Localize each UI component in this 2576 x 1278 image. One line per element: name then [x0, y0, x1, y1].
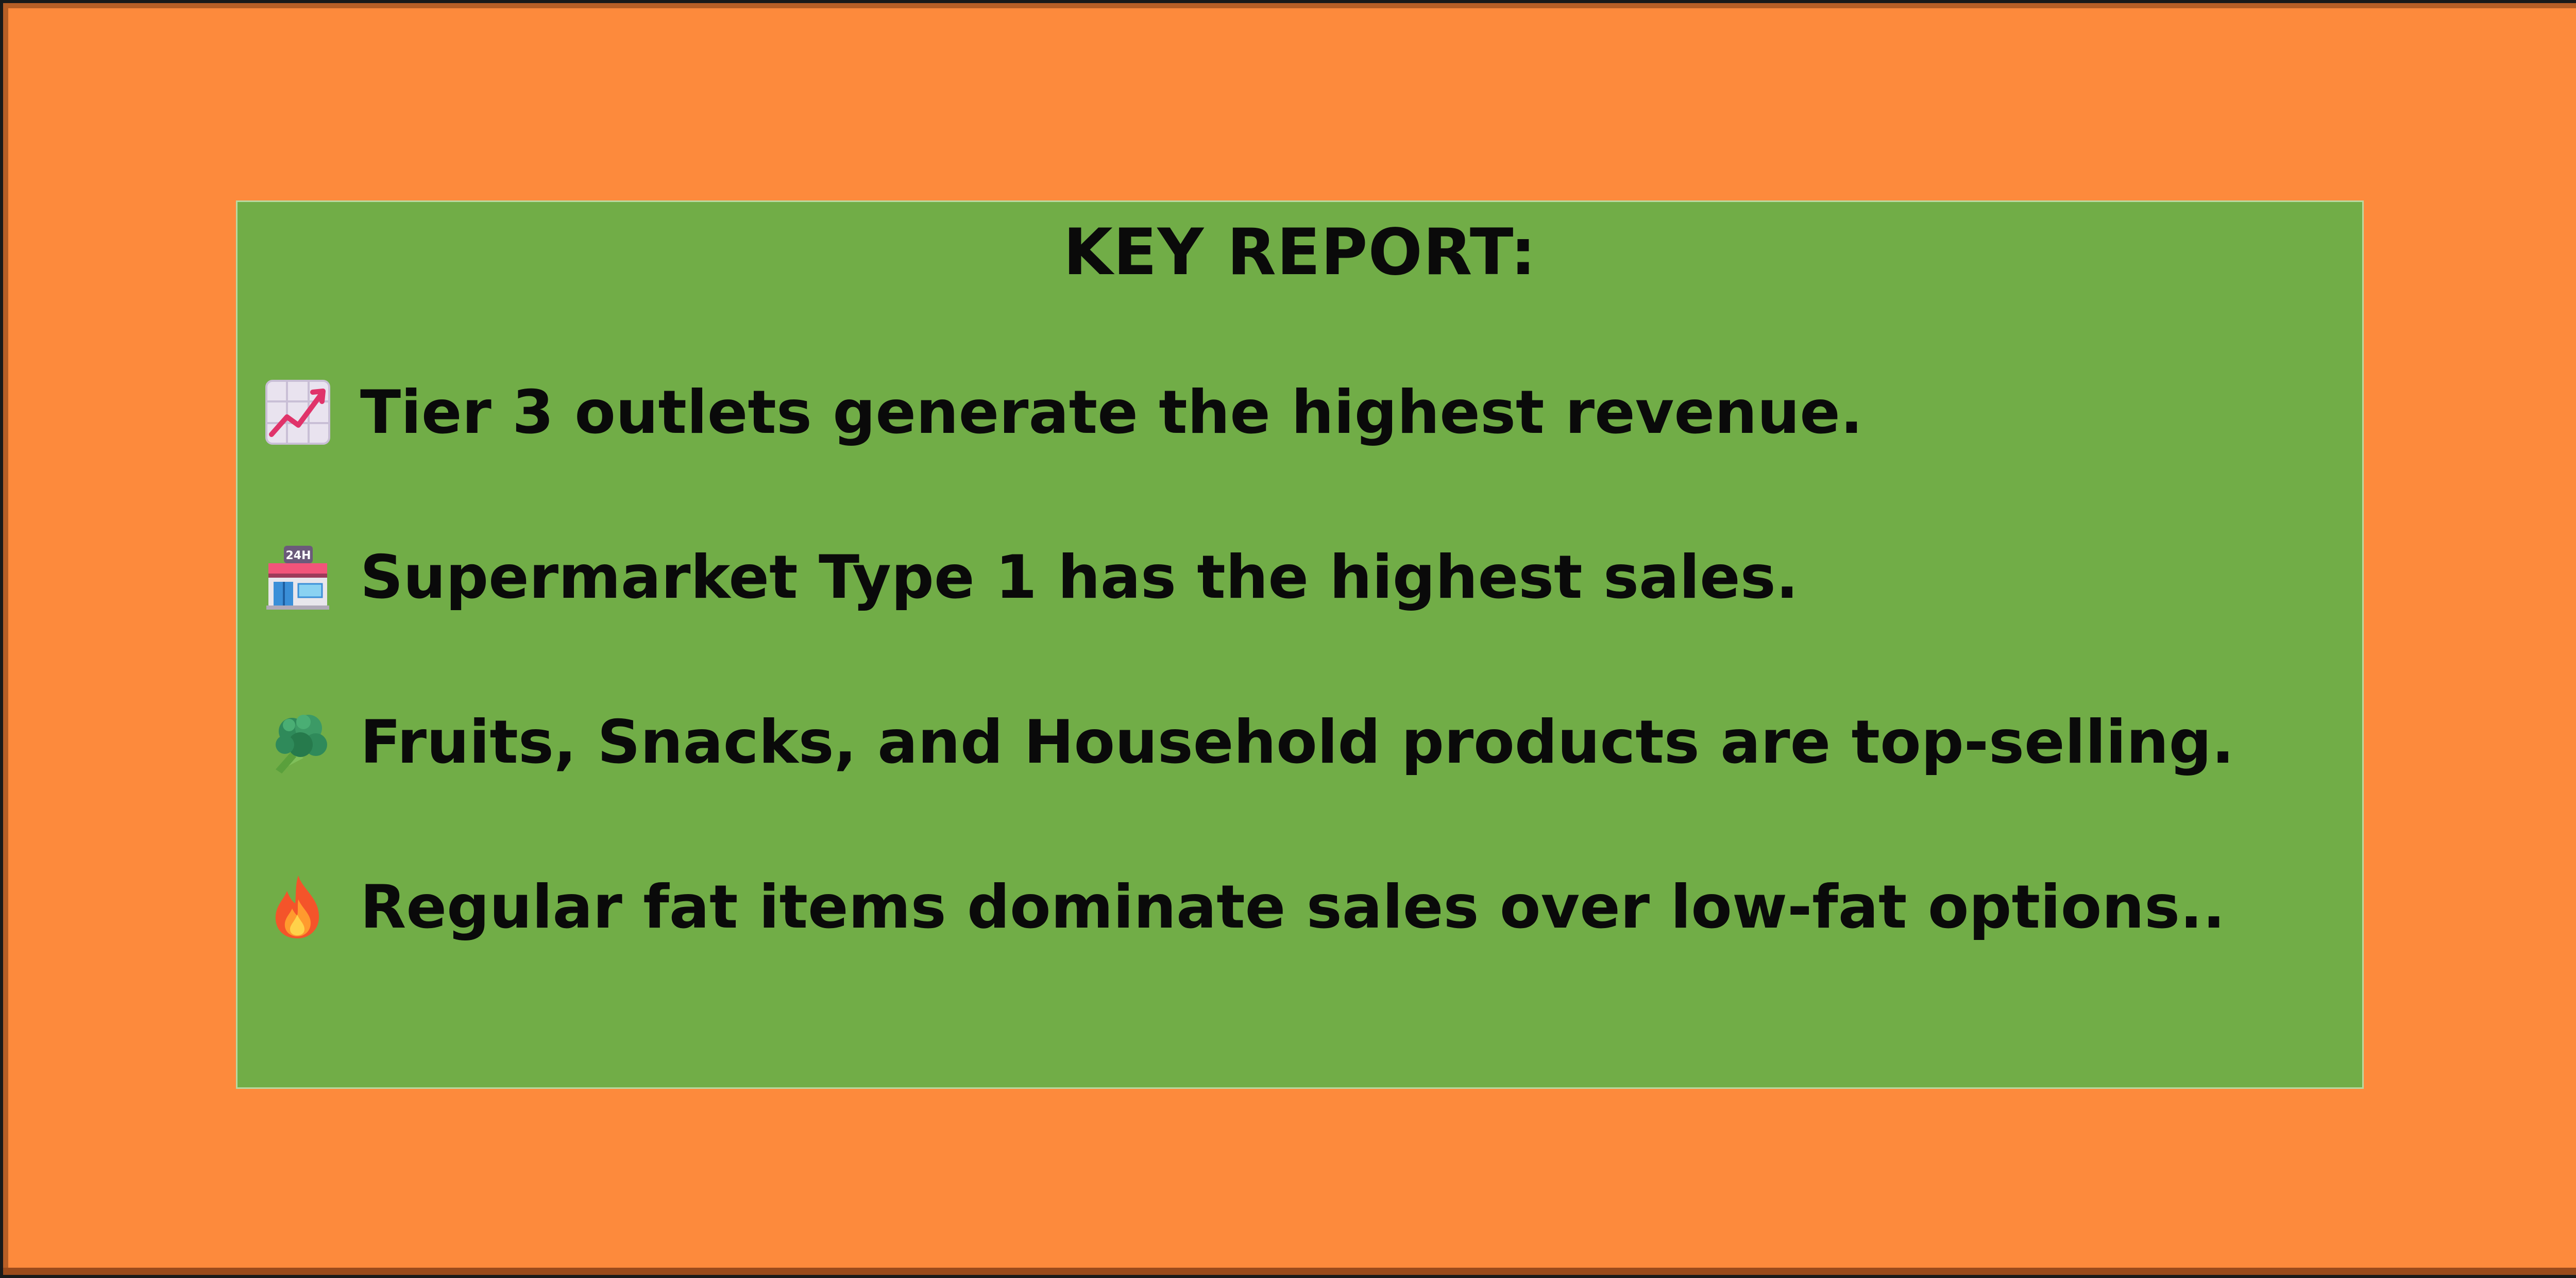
report-title: KEY REPORT: [1063, 215, 1537, 290]
fire-icon [264, 873, 331, 940]
key-report-panel: KEY REPORT: Tier 3 outlets generate the … [236, 200, 2364, 1089]
report-item: Tier 3 outlets generate the highest reve… [264, 371, 1863, 453]
report-item-text: Fruits, Snacks, and Household products a… [360, 707, 2234, 777]
convenience-store-icon: 24H [264, 544, 331, 611]
report-item: Fruits, Snacks, and Household products a… [264, 701, 2234, 783]
report-item: Regular fat items dominate sales over lo… [264, 866, 2225, 948]
broccoli-icon [264, 709, 331, 776]
report-item-text: Supermarket Type 1 has the highest sales… [360, 542, 1799, 612]
svg-text:24H: 24H [285, 549, 311, 562]
report-item-text: Regular fat items dominate sales over lo… [360, 872, 2226, 942]
report-item-text: Tier 3 outlets generate the highest reve… [360, 377, 1863, 447]
report-item: 24H Supermarket Type 1 has the highest s… [264, 536, 1799, 618]
chart-increasing-icon [264, 379, 331, 446]
